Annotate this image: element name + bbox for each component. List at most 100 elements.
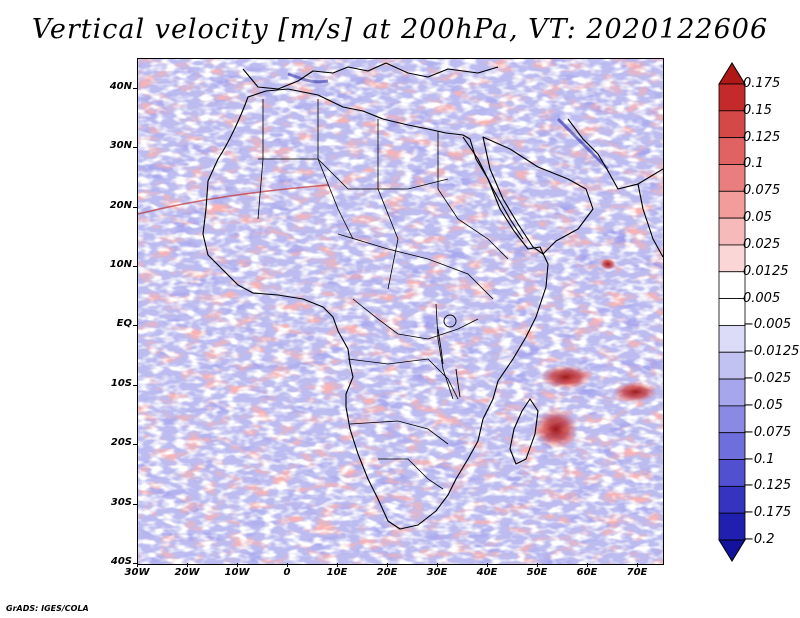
- lon-label: 30W: [124, 567, 150, 578]
- lon-label: 40E: [476, 567, 498, 578]
- lon-tick: [337, 563, 338, 567]
- lon-tick: [237, 563, 238, 567]
- lat-tick: [133, 265, 137, 267]
- lat-label: 10N: [109, 258, 132, 270]
- lon-label: 10E: [326, 567, 348, 578]
- lon-tick: [587, 563, 588, 567]
- lon-label: 0: [283, 567, 291, 578]
- colorbar-level-label: 0.0125: [743, 263, 789, 279]
- colorbar-level-label: −0.075: [743, 424, 792, 440]
- colorbar-level-label: −0.175: [743, 505, 792, 521]
- lon-label: 10W: [224, 567, 250, 578]
- colorbar-segment: [718, 405, 746, 434]
- lat-tick: [133, 87, 137, 89]
- lat-tick: [133, 444, 137, 446]
- colorbar-top-arrow: [718, 62, 746, 85]
- lat-label: 40S: [110, 556, 132, 567]
- colorbar: [718, 62, 746, 562]
- lat-label: 20S: [110, 437, 132, 449]
- colorbar-segment: [718, 217, 746, 246]
- lake-tanganyika: [437, 328, 444, 365]
- lat-tick: [133, 325, 137, 327]
- border-7: [352, 298, 479, 340]
- updraft-streak-sahara: [138, 184, 329, 215]
- coastline-europe: [242, 62, 499, 90]
- colorbar-segment: [718, 459, 746, 487]
- vertical-velocity-map: [138, 59, 663, 564]
- colorbar-level-label: 0.175: [743, 76, 781, 91]
- updraft-core-indian-ocean-b: [613, 382, 657, 402]
- colorbar-segment: [718, 271, 746, 299]
- colorbar-segment: [718, 351, 746, 380]
- colorbar-level-label: 0.15: [743, 102, 772, 118]
- colorbar-level-label: −0.125: [743, 478, 792, 494]
- lon-tick: [437, 563, 438, 567]
- grads-credit: GrADS: IGES/COLA: [6, 604, 89, 613]
- lon-tick: [487, 563, 488, 567]
- country-borders: [257, 99, 509, 490]
- lat-label: 10S: [110, 377, 132, 389]
- updraft-core-indian-ocean-a: [540, 365, 592, 389]
- lat-label: 30S: [110, 496, 132, 508]
- border-8: [347, 358, 459, 400]
- lat-label: 30N: [109, 140, 132, 152]
- updraft-core-madagascar: [534, 409, 578, 449]
- colorbar-segment: [718, 432, 746, 460]
- colorbar-level-label: 0.025: [743, 236, 781, 252]
- border-2: [257, 99, 264, 220]
- colorbar-segment: [718, 298, 746, 326]
- colorbar-level-label: −0.05: [743, 397, 783, 413]
- colorbar-segment: [718, 512, 746, 541]
- lat-label: 20N: [109, 199, 132, 211]
- lon-tick: [387, 563, 388, 567]
- colorbar-segment: [718, 325, 746, 353]
- lat-label: EQ: [116, 318, 132, 330]
- lon-label: 50E: [526, 567, 548, 578]
- colorbar-level-label: −0.1: [743, 451, 775, 467]
- colorbar-level-label: 0.05: [743, 210, 772, 226]
- colorbar-segment: [718, 110, 746, 139]
- lake-victoria: [443, 314, 457, 328]
- lon-label: 30E: [426, 567, 448, 578]
- field-neutral-texture: [138, 59, 663, 564]
- colorbar-level-label: 0.075: [743, 183, 781, 199]
- border-9: [349, 420, 449, 445]
- colorbar-level-label: 0.1: [743, 156, 764, 172]
- border-10: [378, 458, 444, 490]
- coastline-arabia: [482, 136, 594, 255]
- chart-title: Vertical velocity [m/s] at 200hPa, VT: 2…: [31, 14, 769, 45]
- colorbar-segment: [718, 244, 746, 273]
- colorbar-level-label: −0.2: [743, 532, 775, 547]
- lat-tick: [133, 563, 137, 564]
- coastlines: [202, 62, 663, 530]
- coastline-india: [637, 183, 663, 258]
- coastline-madagascar: [509, 398, 539, 465]
- border-6: [337, 233, 494, 300]
- colorbar-level-label: −0.025: [743, 371, 792, 387]
- lake-malawi: [455, 368, 461, 398]
- lon-label: 20E: [376, 567, 398, 578]
- coastline-africa: [202, 88, 549, 530]
- lon-tick: [187, 563, 188, 567]
- border-1: [258, 158, 449, 190]
- lat-label: 40N: [109, 80, 132, 92]
- lon-tick: [287, 563, 288, 567]
- colorbar-segment: [718, 190, 746, 219]
- colorbar-segment: [718, 83, 746, 112]
- coastline-red-sea: [462, 136, 524, 240]
- colorbar-bottom-arrow: [718, 539, 746, 562]
- lakes: [437, 314, 461, 398]
- colorbar-segment: [718, 378, 746, 407]
- lon-tick: [637, 563, 638, 567]
- lat-tick: [133, 384, 137, 386]
- updraft-core-arabian-sea: [600, 258, 616, 270]
- lat-tick: [133, 503, 137, 505]
- downdraft-streak-med: [287, 72, 329, 84]
- colorbar-segment: [718, 164, 746, 192]
- colorbar-level-label: 0.125: [743, 129, 781, 145]
- colorbar-level-label: 0.005: [743, 290, 781, 306]
- border-3: [317, 99, 354, 240]
- map-panel: [137, 58, 664, 565]
- border-4: [377, 119, 399, 290]
- lon-tick: [137, 563, 138, 567]
